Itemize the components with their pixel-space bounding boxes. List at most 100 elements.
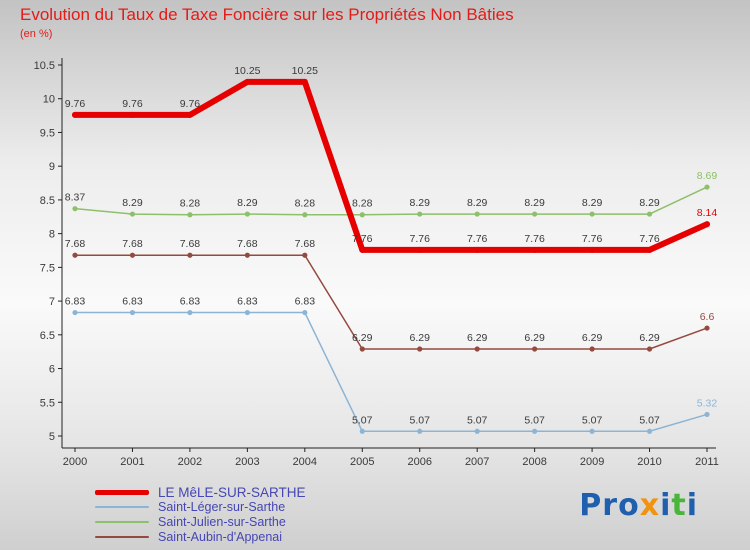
svg-text:7.68: 7.68 [295, 238, 316, 250]
svg-text:6.29: 6.29 [352, 332, 373, 344]
legend-swatch-saint-julien [95, 521, 149, 523]
series-line-0 [72, 78, 710, 253]
svg-text:10.25: 10.25 [292, 65, 318, 77]
logo-letter: o [618, 488, 640, 523]
axes [61, 58, 716, 449]
chart-subtitle: (en %) [20, 28, 53, 40]
legend-label: Saint-Julien-sur-Sarthe [158, 515, 286, 529]
legend-item: Saint-Aubin-d'Appenai [95, 530, 306, 544]
svg-text:2007: 2007 [465, 456, 489, 468]
svg-text:8: 8 [49, 229, 55, 241]
svg-text:5.07: 5.07 [410, 414, 431, 426]
series-line-1 [72, 309, 710, 434]
svg-text:7.76: 7.76 [524, 233, 545, 245]
x-axis-ticks: 2000 2001 2002 2003 2004 2005 2006 2007 2008 2009… [63, 448, 719, 468]
svg-text:7.76: 7.76 [352, 233, 373, 245]
svg-text:6.29: 6.29 [467, 332, 488, 344]
svg-text:7.68: 7.68 [237, 238, 258, 250]
legend-label: LE MêLE-SUR-SARTHE [158, 484, 306, 500]
svg-text:5.07: 5.07 [352, 414, 373, 426]
svg-text:6.5: 6.5 [40, 330, 55, 342]
svg-text:2011: 2011 [695, 456, 719, 468]
logo-letter: t [671, 488, 687, 523]
svg-text:7.68: 7.68 [122, 238, 143, 250]
svg-text:9.76: 9.76 [180, 98, 201, 110]
svg-text:8.29: 8.29 [410, 197, 431, 209]
legend-item: Saint-Julien-sur-Sarthe [95, 515, 306, 529]
svg-text:5.32: 5.32 [697, 397, 718, 409]
svg-text:9.5: 9.5 [40, 127, 55, 139]
svg-text:2005: 2005 [350, 456, 374, 468]
series-line-2 [72, 184, 710, 218]
svg-text:5.07: 5.07 [582, 414, 603, 426]
svg-text:10.5: 10.5 [34, 60, 55, 72]
svg-text:7.76: 7.76 [639, 233, 660, 245]
svg-text:8.14: 8.14 [697, 207, 718, 219]
svg-text:7.76: 7.76 [582, 233, 603, 245]
svg-text:6.6: 6.6 [700, 311, 715, 323]
svg-text:7.68: 7.68 [180, 238, 201, 250]
svg-text:2009: 2009 [580, 456, 604, 468]
svg-text:8.28: 8.28 [352, 198, 373, 210]
legend-swatch-le-mele [95, 489, 149, 495]
legend-label: Saint-Aubin-d'Appenai [158, 530, 282, 544]
svg-text:8.29: 8.29 [639, 197, 660, 209]
svg-text:8.29: 8.29 [582, 197, 603, 209]
svg-text:7: 7 [49, 296, 55, 308]
proxiti-logo: Proxiti [579, 488, 698, 523]
svg-text:2000: 2000 [63, 456, 87, 468]
svg-text:2001: 2001 [120, 456, 144, 468]
series-labels-2: 8.37 8.29 8.28 8.29 8.28 8.28 8.29 8.29 8.29 8.29… [65, 170, 718, 210]
svg-text:9: 9 [49, 161, 55, 173]
svg-text:9.76: 9.76 [65, 98, 86, 110]
svg-text:8.29: 8.29 [524, 197, 545, 209]
svg-text:6.83: 6.83 [122, 296, 143, 308]
svg-text:5.07: 5.07 [467, 414, 488, 426]
series-labels-0: 9.76 9.76 9.76 10.25 10.25 7.76 7.76 7.76 7.76 7.… [65, 65, 718, 245]
legend: LE MêLE-SUR-SARTHE Saint-Léger-sur-Sarth… [95, 485, 306, 545]
svg-text:7.76: 7.76 [410, 233, 431, 245]
legend-item: LE MêLE-SUR-SARTHE [95, 484, 306, 500]
legend-swatch-saint-leger [95, 506, 149, 508]
svg-text:6.29: 6.29 [582, 332, 603, 344]
svg-text:5: 5 [49, 431, 55, 443]
chart-title: Evolution du Taux de Taxe Foncière sur l… [20, 5, 514, 24]
svg-text:6.83: 6.83 [180, 296, 201, 308]
svg-text:6.83: 6.83 [237, 296, 258, 308]
svg-text:2002: 2002 [178, 456, 202, 468]
svg-text:2006: 2006 [407, 456, 431, 468]
logo-letter: P [579, 488, 603, 523]
svg-text:6.29: 6.29 [639, 332, 660, 344]
svg-text:8.29: 8.29 [467, 197, 488, 209]
svg-text:10.25: 10.25 [234, 65, 260, 77]
svg-text:8.69: 8.69 [697, 170, 718, 182]
legend-item: Saint-Léger-sur-Sarthe [95, 500, 306, 514]
svg-text:6.83: 6.83 [65, 296, 86, 308]
logo-letter: i [686, 488, 698, 523]
svg-text:8.37: 8.37 [65, 192, 86, 204]
y-axis-ticks: 5 5.5 6 6.5 7 7.5 8 8.5 9 9.5 10 10.5 [34, 60, 62, 443]
svg-text:10: 10 [43, 94, 55, 106]
svg-text:8.28: 8.28 [295, 198, 316, 210]
svg-text:9.76: 9.76 [122, 98, 143, 110]
svg-text:2004: 2004 [293, 456, 317, 468]
svg-text:6.29: 6.29 [410, 332, 431, 344]
series-labels-1: 6.83 6.83 6.83 6.83 6.83 5.07 5.07 5.07 5.07 5.07… [65, 296, 718, 427]
svg-text:7.5: 7.5 [40, 262, 55, 274]
svg-text:6.83: 6.83 [295, 296, 316, 308]
svg-text:8.5: 8.5 [40, 195, 55, 207]
svg-text:6.29: 6.29 [524, 332, 545, 344]
logo-letter: x [639, 488, 661, 523]
svg-text:5.07: 5.07 [524, 414, 545, 426]
svg-text:7.76: 7.76 [467, 233, 488, 245]
logo-letter: r [602, 488, 619, 523]
svg-text:2003: 2003 [235, 456, 259, 468]
series-line-3 [72, 252, 710, 352]
legend-label: Saint-Léger-sur-Sarthe [158, 500, 286, 514]
svg-text:5.07: 5.07 [639, 414, 660, 426]
svg-text:2010: 2010 [637, 456, 661, 468]
logo-letter: i [660, 488, 672, 523]
svg-text:2008: 2008 [522, 456, 546, 468]
svg-text:7.68: 7.68 [65, 238, 86, 250]
